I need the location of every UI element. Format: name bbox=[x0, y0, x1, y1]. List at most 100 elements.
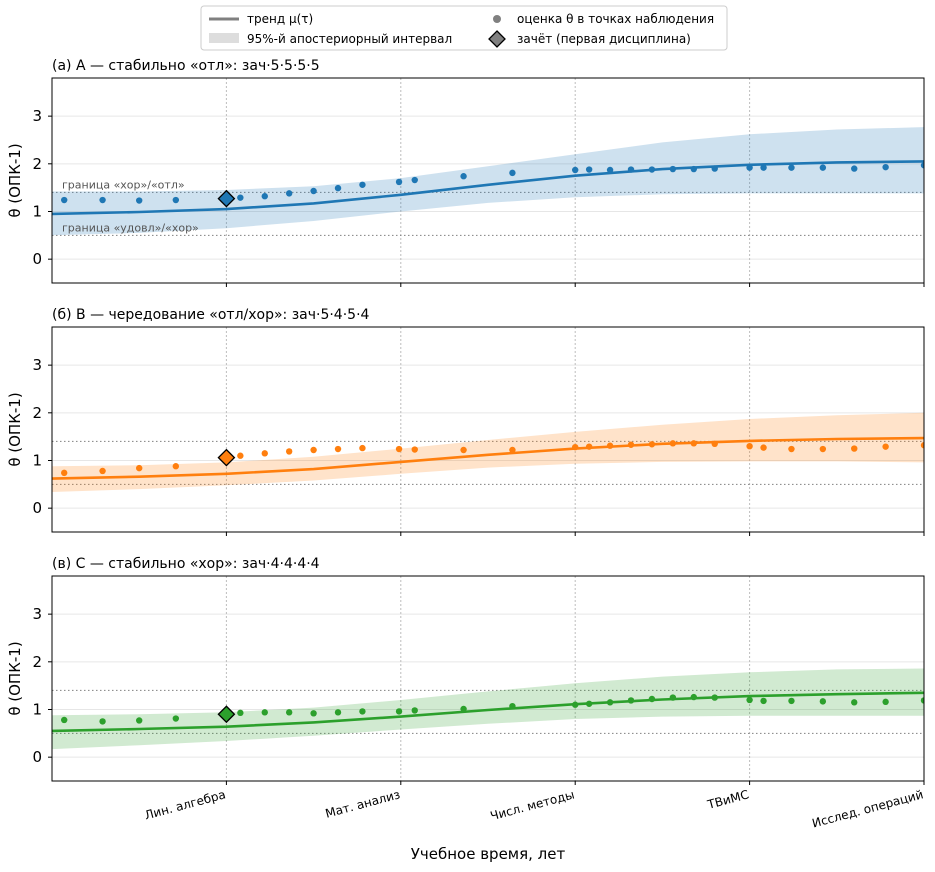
observation-point bbox=[172, 463, 180, 470]
observation-point bbox=[99, 718, 106, 725]
observation-point bbox=[99, 467, 106, 475]
reference-label-lower: граница «удовл»/«хор» bbox=[62, 221, 199, 234]
panel-c-plot: 0 1 2 3 θ (ОПК-1) bbox=[6, 575, 925, 785]
observation-point bbox=[172, 196, 180, 204]
x-tick-label: ТВиМС bbox=[705, 787, 750, 812]
panel-c: (в) C — стабильно «хор»: зач·4·4·4·4 0 1 2… bbox=[6, 556, 925, 785]
y-axis-label: θ (ОПК-1) bbox=[6, 143, 24, 217]
observation-point bbox=[819, 698, 827, 705]
observation-point bbox=[359, 708, 366, 715]
observation-point bbox=[136, 197, 143, 204]
axes-frame bbox=[51, 326, 925, 533]
credible-band bbox=[52, 412, 924, 492]
observation-point bbox=[606, 442, 614, 449]
x-tick-label: Мат. анализ bbox=[324, 787, 402, 820]
x-tick-labels: Лин. алгебра Мат. анализ Числ. методы ТВиМС… bbox=[143, 787, 925, 830]
observation-point bbox=[509, 169, 516, 177]
observation-point bbox=[760, 444, 767, 451]
observation-point bbox=[310, 187, 317, 195]
observation-point bbox=[411, 707, 418, 714]
observation-point bbox=[882, 443, 889, 450]
observation-point bbox=[920, 442, 924, 449]
observation-point bbox=[851, 699, 858, 706]
y-tick-label: 2 bbox=[32, 155, 42, 173]
observation-point bbox=[920, 162, 924, 169]
observation-point bbox=[261, 193, 268, 200]
plot-area bbox=[52, 668, 924, 750]
legend-frame bbox=[200, 5, 728, 51]
panel-b-plot: 0 1 2 3 θ (ОПК-1) bbox=[6, 326, 925, 536]
observation-point bbox=[585, 443, 593, 450]
observation-point bbox=[690, 440, 697, 447]
observation-point bbox=[460, 173, 467, 180]
y-tick-label: 2 bbox=[32, 404, 42, 422]
observation-point bbox=[627, 166, 635, 173]
observation-point bbox=[411, 446, 418, 453]
observation-point bbox=[788, 445, 795, 453]
observation-point bbox=[411, 176, 418, 184]
observation-point bbox=[746, 164, 753, 171]
panel-a-plot: 0 1 2 3 θ (ОПК-1) граница «хор»/«отл» граница … bbox=[6, 77, 925, 287]
credible-band bbox=[52, 127, 924, 236]
observation-point bbox=[261, 709, 268, 716]
observation-point bbox=[585, 700, 593, 707]
observation-point bbox=[172, 715, 180, 722]
y-tick-label: 1 bbox=[32, 202, 42, 220]
observation-point bbox=[690, 165, 697, 173]
y-tick-label: 3 bbox=[32, 107, 42, 125]
observation-point bbox=[395, 178, 403, 186]
reference-label-upper: граница «хор»/«отл» bbox=[62, 178, 185, 191]
legend: тренд μ(τ) 95%-й апостериорный интервал … bbox=[200, 5, 728, 51]
observation-point bbox=[760, 164, 767, 171]
observation-point bbox=[359, 181, 366, 188]
y-tick-label: 3 bbox=[32, 356, 42, 374]
observation-point bbox=[819, 164, 827, 171]
y-tick-label: 0 bbox=[32, 748, 42, 766]
exam-marker bbox=[217, 705, 236, 724]
legend-interval-swatch bbox=[209, 33, 239, 43]
observation-point bbox=[509, 702, 516, 710]
panel-b: (б) B — чередование «отл/хор»: зач·5·4·5… bbox=[6, 307, 925, 536]
observation-point bbox=[788, 697, 795, 705]
observation-point bbox=[711, 165, 718, 172]
observation-point bbox=[669, 694, 677, 701]
observation-point bbox=[788, 164, 795, 171]
legend-points-swatch bbox=[493, 15, 501, 23]
observation-point bbox=[261, 450, 268, 457]
axes-frame bbox=[51, 77, 925, 284]
y-tick-label: 3 bbox=[32, 605, 42, 623]
observation-point bbox=[61, 196, 68, 204]
legend-interval-label: 95%-й апостериорный интервал bbox=[247, 32, 452, 46]
observation-point bbox=[136, 464, 143, 472]
observation-point bbox=[920, 697, 924, 704]
observation-point bbox=[99, 196, 106, 204]
observation-point bbox=[395, 445, 403, 453]
observation-point bbox=[572, 701, 579, 708]
observation-point bbox=[851, 445, 858, 452]
observation-point bbox=[334, 709, 342, 716]
observation-point bbox=[285, 190, 293, 197]
y-tick-label: 0 bbox=[32, 499, 42, 517]
y-tick-label: 1 bbox=[32, 451, 42, 469]
observation-point bbox=[669, 440, 677, 447]
y-axis-label: θ (ОПК-1) bbox=[6, 641, 24, 715]
observation-point bbox=[310, 710, 317, 717]
x-tick-label: Исслед. операций bbox=[811, 787, 925, 830]
legend-exam-swatch bbox=[488, 30, 506, 48]
observation-point bbox=[882, 698, 889, 706]
trend-line bbox=[52, 436, 924, 480]
trend-line bbox=[52, 691, 924, 733]
observation-point bbox=[851, 165, 858, 172]
legend-points-label: оценка θ в точках наблюдения bbox=[517, 12, 714, 26]
observation-point bbox=[711, 440, 718, 448]
exam-marker bbox=[217, 448, 236, 467]
observation-point bbox=[627, 441, 635, 448]
legend-trend-label: тренд μ(τ) bbox=[247, 12, 313, 26]
observation-point bbox=[237, 452, 244, 459]
y-tick-label: 2 bbox=[32, 653, 42, 671]
observation-point bbox=[509, 446, 516, 454]
panel-a: (а) A — стабильно «отл»: зач·5·5·5·5 0 1 2… bbox=[6, 58, 925, 287]
observation-point bbox=[285, 448, 293, 455]
observation-point bbox=[648, 166, 656, 173]
